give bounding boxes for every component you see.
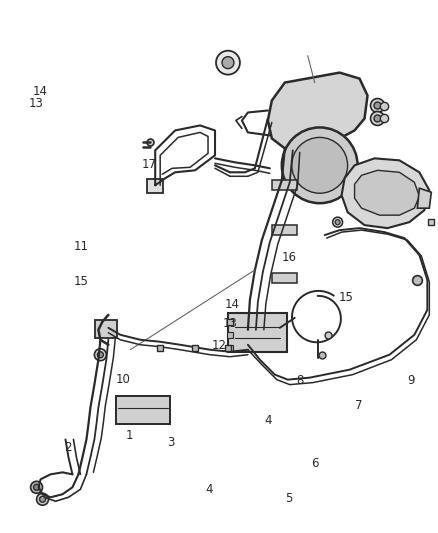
Text: 15: 15 <box>339 291 354 304</box>
FancyBboxPatch shape <box>228 313 287 352</box>
FancyBboxPatch shape <box>117 395 170 424</box>
Circle shape <box>371 111 385 125</box>
Text: 12: 12 <box>212 338 226 352</box>
Text: 9: 9 <box>407 374 415 387</box>
Circle shape <box>37 493 49 505</box>
Polygon shape <box>342 158 429 228</box>
Circle shape <box>97 352 103 358</box>
Text: 15: 15 <box>74 275 89 288</box>
Text: 16: 16 <box>281 252 297 264</box>
Circle shape <box>374 102 381 109</box>
Text: 14: 14 <box>32 85 47 98</box>
Polygon shape <box>268 72 367 148</box>
Text: 6: 6 <box>311 457 319 470</box>
FancyBboxPatch shape <box>147 179 163 193</box>
FancyBboxPatch shape <box>272 273 297 283</box>
Polygon shape <box>417 188 431 208</box>
Text: 13: 13 <box>28 98 43 110</box>
Text: 4: 4 <box>264 414 272 427</box>
Text: 2: 2 <box>65 441 72 454</box>
Text: 11: 11 <box>74 240 89 253</box>
Circle shape <box>374 115 381 122</box>
FancyBboxPatch shape <box>272 180 297 190</box>
Circle shape <box>34 484 39 490</box>
Text: 4: 4 <box>206 483 213 496</box>
Text: 3: 3 <box>167 437 175 449</box>
Text: 1: 1 <box>126 429 133 442</box>
Text: 14: 14 <box>225 298 240 311</box>
Text: 7: 7 <box>355 399 363 412</box>
Text: 13: 13 <box>223 317 237 330</box>
Circle shape <box>292 138 348 193</box>
Circle shape <box>335 220 340 224</box>
Circle shape <box>332 217 343 227</box>
Circle shape <box>222 56 234 69</box>
Circle shape <box>39 496 46 502</box>
FancyBboxPatch shape <box>272 225 297 235</box>
Circle shape <box>216 51 240 75</box>
Circle shape <box>31 481 42 493</box>
Text: 5: 5 <box>285 491 293 505</box>
Circle shape <box>282 127 357 203</box>
Text: 17: 17 <box>141 158 157 171</box>
Text: 10: 10 <box>116 373 131 386</box>
FancyBboxPatch shape <box>95 320 117 338</box>
Circle shape <box>371 99 385 112</box>
Polygon shape <box>355 171 419 215</box>
Circle shape <box>95 349 106 361</box>
Text: 8: 8 <box>297 374 304 387</box>
